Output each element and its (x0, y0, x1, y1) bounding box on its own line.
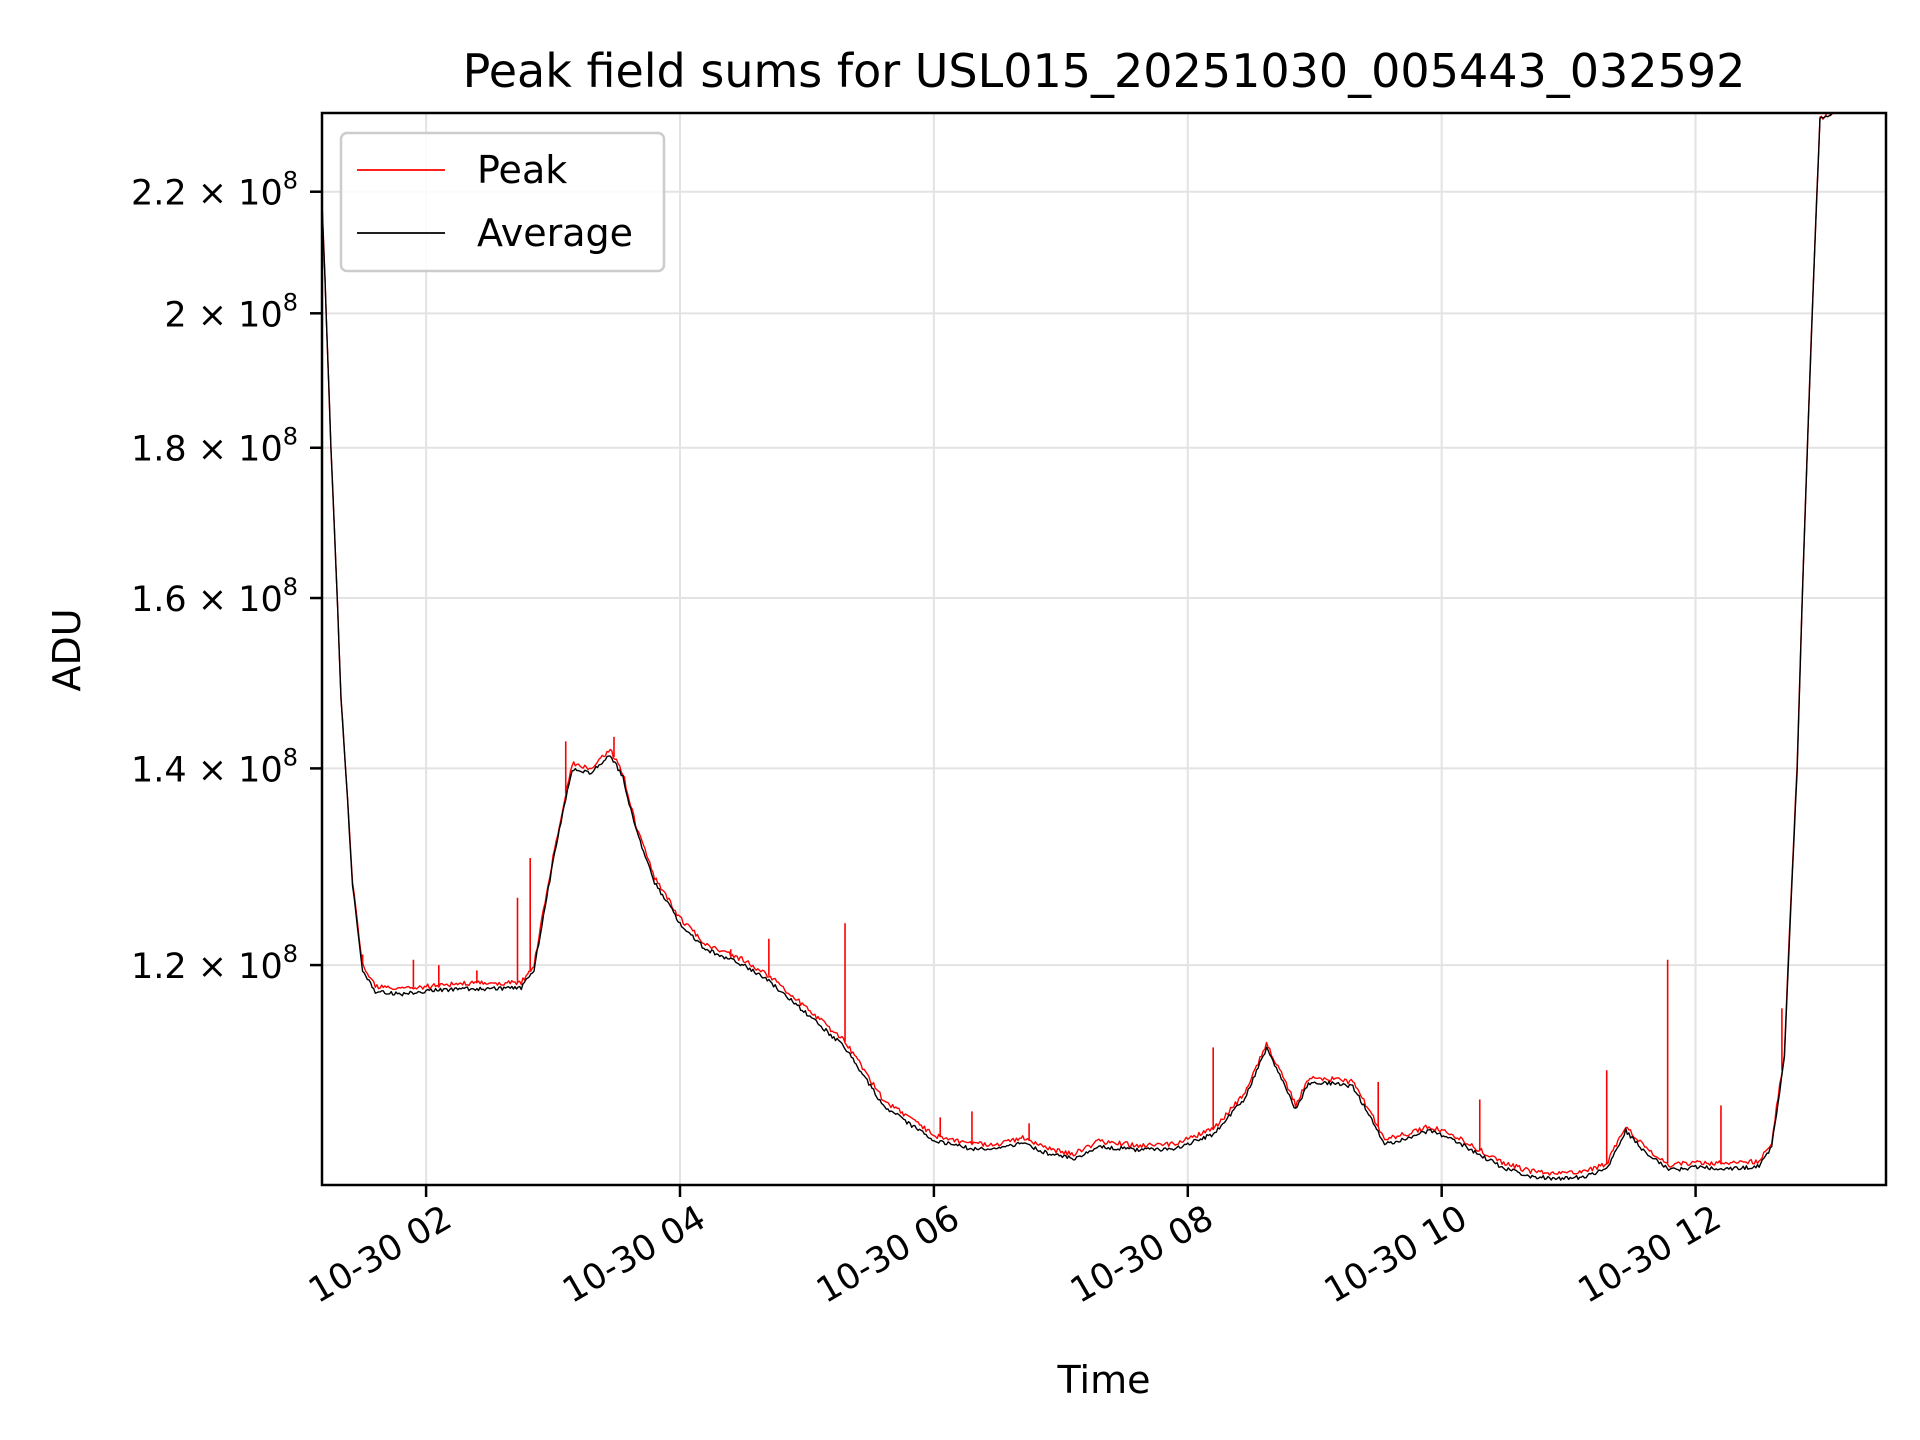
y-axis-label: ADU (45, 608, 89, 691)
legend-label-peak: Peak (477, 148, 567, 192)
y-tick-label: 1.8 × 108 (131, 423, 298, 470)
y-tick-label: 1.2 × 108 (131, 940, 298, 987)
series-line-average (322, 113, 1878, 1181)
y-tick-label: 1.6 × 108 (131, 573, 298, 620)
legend: Peak Average (339, 131, 666, 273)
legend-box (339, 131, 666, 273)
y-tick-label: 2 × 108 (164, 288, 298, 335)
legend-label-average: Average (477, 211, 633, 255)
series-line-peak (322, 113, 1875, 1176)
y-tick-label: 1.4 × 108 (131, 743, 298, 790)
y-tick-label: 2.2 × 108 (131, 167, 298, 214)
plot-frame (320, 111, 1888, 1187)
chart-title: Peak field sums for USL015_20251030_0054… (463, 44, 1746, 98)
y-axis: 1.2 × 108 1.4 × 108 1.6 × 108 1.8 × 108 2 × … (131, 167, 322, 987)
series-layer (322, 113, 1878, 1181)
x-axis-label: Time (1057, 1358, 1151, 1402)
